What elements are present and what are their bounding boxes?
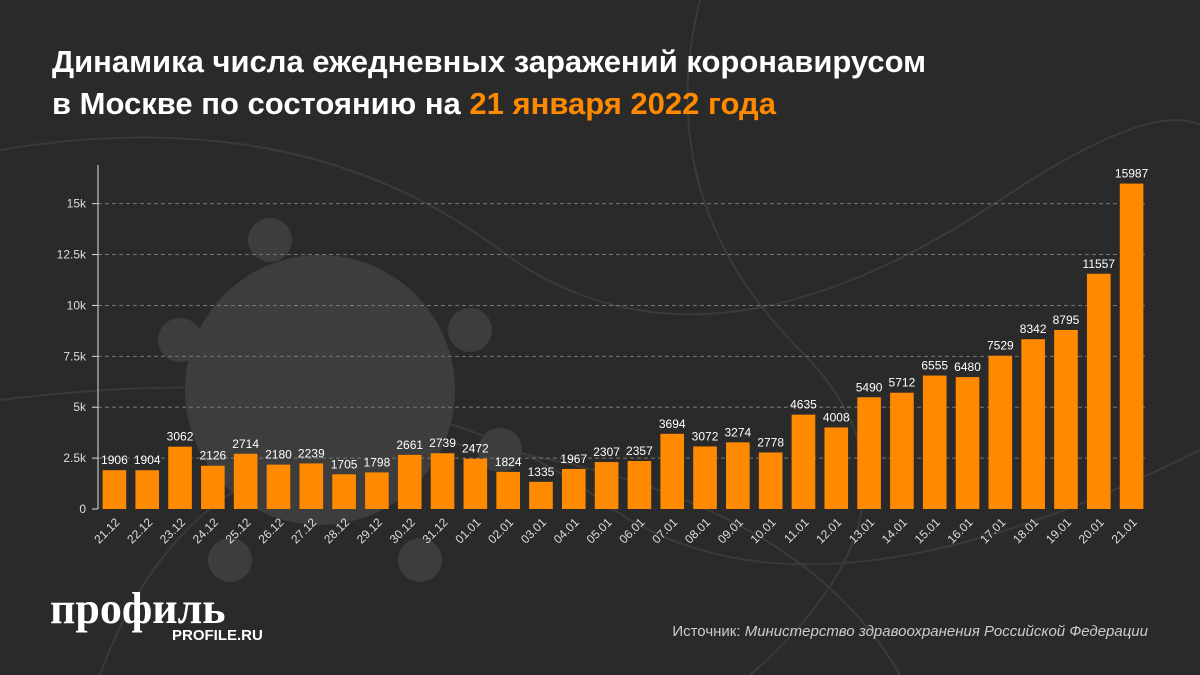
bar xyxy=(365,472,389,509)
bar xyxy=(168,446,192,509)
value-label: 1904 xyxy=(134,453,161,467)
bar xyxy=(529,481,553,509)
value-label: 2357 xyxy=(626,444,653,458)
bar xyxy=(496,471,520,509)
value-label: 4635 xyxy=(790,398,817,412)
logo: профиль xyxy=(50,584,226,633)
y-tick-label: 2.5k xyxy=(63,451,87,465)
value-label: 1705 xyxy=(331,457,358,471)
bar xyxy=(135,470,160,509)
bar xyxy=(1086,273,1111,509)
y-tick-label: 7.5k xyxy=(63,349,87,363)
chart-title: Динамика числа ежедневных заражений коро… xyxy=(52,44,926,79)
value-label: 5712 xyxy=(889,376,916,390)
value-label: 7529 xyxy=(987,339,1014,353)
value-label: 3072 xyxy=(692,429,719,443)
bar xyxy=(791,414,816,509)
value-label: 2739 xyxy=(429,436,456,450)
bar xyxy=(397,454,422,509)
bar xyxy=(660,433,685,509)
bar xyxy=(1054,329,1078,509)
y-tick-label: 15k xyxy=(67,197,87,211)
value-label: 3274 xyxy=(724,425,751,439)
value-label: 3694 xyxy=(659,417,686,431)
bar xyxy=(693,446,717,509)
value-label: 2239 xyxy=(298,446,325,460)
title-date: 21 января 2022 года xyxy=(469,86,776,121)
bar xyxy=(824,427,849,509)
logo-sub: PROFILE.RU xyxy=(172,627,263,644)
bar xyxy=(102,470,127,509)
value-label: 6555 xyxy=(921,359,948,373)
bar xyxy=(266,464,291,509)
value-label: 2714 xyxy=(232,437,259,451)
bar xyxy=(1021,339,1045,509)
value-label: 3062 xyxy=(167,430,194,444)
value-label: 5490 xyxy=(856,380,883,394)
bar xyxy=(726,442,750,509)
bar xyxy=(430,453,455,509)
source-name: Министерство здравоохранения Российской … xyxy=(745,623,1149,640)
value-label: 1824 xyxy=(495,455,522,469)
bar xyxy=(988,355,1013,509)
bar xyxy=(890,392,914,509)
value-label: 2307 xyxy=(593,445,620,459)
y-tick-label: 12.5k xyxy=(57,248,87,262)
bar xyxy=(758,452,783,509)
bar xyxy=(594,462,619,509)
bar xyxy=(201,465,225,509)
value-label: 8795 xyxy=(1053,313,1080,327)
bar xyxy=(922,375,947,509)
value-label: 2126 xyxy=(199,449,226,463)
bar xyxy=(299,463,324,509)
value-label: 2180 xyxy=(265,448,292,462)
bar xyxy=(561,468,586,509)
bar xyxy=(955,377,980,509)
bar xyxy=(857,397,881,509)
value-label: 1335 xyxy=(528,465,555,479)
value-label: 15987 xyxy=(1115,167,1149,181)
y-tick-label: 0 xyxy=(79,502,86,516)
bar xyxy=(1119,183,1144,509)
value-label: 2472 xyxy=(462,442,489,456)
y-tick-label: 5k xyxy=(73,400,87,414)
bar xyxy=(332,474,356,509)
source-label: Источник: xyxy=(672,623,740,640)
chart-title: в Москве по состоянию на 21 января 2022 … xyxy=(52,86,777,121)
value-label: 1798 xyxy=(364,455,391,469)
value-label: 1967 xyxy=(560,452,587,466)
bar xyxy=(463,458,488,509)
y-tick-label: 10k xyxy=(67,298,87,312)
value-label: 2778 xyxy=(757,435,784,449)
value-label: 1906 xyxy=(101,453,128,467)
value-label: 6480 xyxy=(954,360,981,374)
value-label: 8342 xyxy=(1020,322,1047,336)
bar xyxy=(627,461,652,509)
value-label: 11557 xyxy=(1083,257,1116,271)
source: Источник: Министерство здравоохранения Р… xyxy=(672,623,1148,640)
value-label: 4008 xyxy=(823,410,850,424)
bar xyxy=(233,453,258,509)
value-label: 2661 xyxy=(396,438,423,452)
